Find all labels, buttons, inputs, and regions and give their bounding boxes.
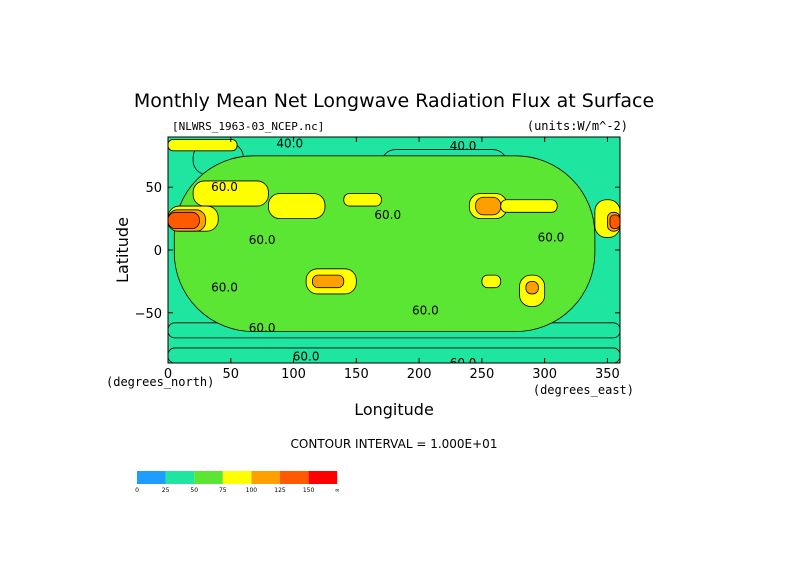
y-axis-label: Latitude	[113, 217, 132, 283]
legend-label: 75	[219, 487, 227, 494]
contour-label: 40.0	[276, 136, 303, 150]
legend-label: 100	[246, 487, 258, 494]
contour-label: 40.0	[450, 139, 477, 153]
legend-label: 125	[274, 487, 286, 494]
legend-swatch	[308, 471, 338, 484]
legend-swatch	[222, 471, 252, 484]
legend-swatch	[165, 471, 195, 484]
contour-region	[609, 214, 620, 230]
contour-label: 60.0	[211, 281, 238, 295]
contour-label: 60.0	[374, 208, 401, 222]
x-tick-label: 250	[469, 367, 494, 382]
contour-region	[475, 196, 502, 216]
dataset-label: [NLWRS_1963-03_NCEP.nc]	[172, 120, 324, 133]
contour-interval-note: CONTOUR INTERVAL = 1.000E+01	[291, 437, 498, 451]
legend-swatch	[280, 471, 309, 484]
contour-label: 60.0	[293, 350, 320, 364]
contour-region	[311, 274, 345, 289]
x-tick-label: 350	[595, 367, 620, 382]
y-tick-label: 50	[145, 181, 162, 196]
plot-area: 40.0 40.0 60.0 60.0 60.0 60.0 60.0 60.0 60.0 60.0…	[168, 136, 620, 370]
contour-region	[525, 280, 539, 295]
color-legend: 0 25 50 75 100 125 150 ∞	[135, 471, 340, 494]
contour-label: 60.0	[538, 230, 565, 244]
contour-label: 60.0	[249, 321, 276, 335]
legend-label: 50	[190, 487, 198, 494]
x-tick-label: 100	[281, 367, 306, 382]
units-label: (units:W/m^-2)	[527, 119, 628, 133]
x-tick-label: 150	[344, 367, 369, 382]
legend-label: 0	[135, 487, 139, 494]
legend-swatch	[251, 471, 280, 484]
contour-label: 60.0	[249, 233, 276, 247]
contour-label: 60.0	[412, 303, 439, 317]
legend-swatch	[194, 471, 223, 484]
x-tick-label: 200	[407, 367, 432, 382]
legend-label: ∞	[335, 487, 340, 494]
x-tick-label: 0	[164, 367, 172, 382]
x-axis-units: (degrees_east)	[533, 383, 634, 397]
x-tick-label: 300	[532, 367, 557, 382]
legend-label: 25	[162, 487, 170, 494]
contour-region	[500, 199, 558, 213]
contour-region	[481, 274, 502, 289]
legend-swatch	[137, 471, 166, 484]
contour-region	[168, 347, 620, 363]
contour-label: 60.0	[211, 180, 238, 194]
contour-region	[168, 139, 238, 152]
contour-label: 60.0	[450, 356, 477, 370]
contour-labels: 40.0 40.0 60.0 60.0 60.0 60.0 60.0 60.0 60.0 60.0…	[211, 136, 565, 370]
x-axis-label: Longitude	[354, 400, 434, 419]
y-axis-units: (degrees_north)	[106, 375, 214, 389]
y-tick-label: −50	[135, 307, 162, 322]
x-tick-label: 50	[223, 367, 240, 382]
legend-label: 150	[303, 487, 315, 494]
contour-region	[343, 193, 382, 207]
contour-region	[268, 193, 326, 220]
y-tick-label: 0	[154, 244, 162, 259]
chart-title: Monthly Mean Net Longwave Radiation Flux…	[134, 90, 654, 112]
contour-region	[168, 211, 200, 230]
x-axis-ticks: 0 50 100 150 200 250 300 350	[164, 137, 620, 382]
filled-contour-regions	[168, 139, 620, 363]
y-axis-ticks: 50 0 −50	[135, 181, 620, 322]
contour-region	[192, 180, 269, 207]
